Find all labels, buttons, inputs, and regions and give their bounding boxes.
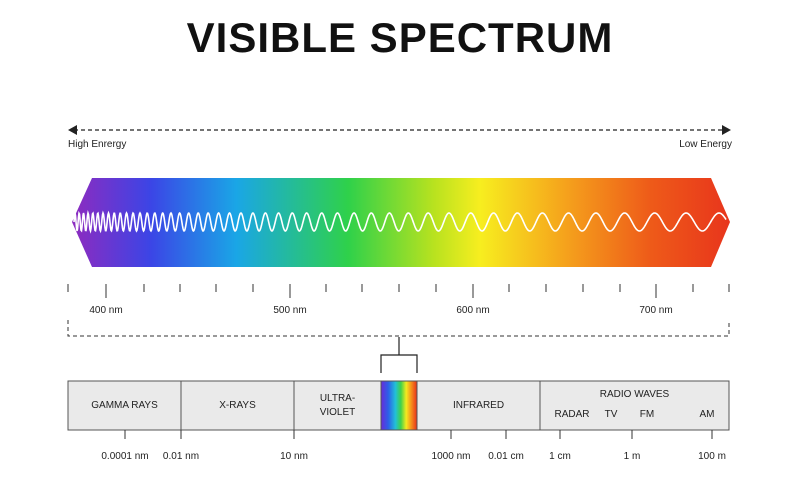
band-gamma-box bbox=[67, 380, 182, 431]
energy-arrow bbox=[68, 125, 731, 135]
band-xray-label: X-RAYS bbox=[219, 399, 256, 411]
scale-label-100m: 100 m bbox=[698, 451, 726, 462]
band-uv-box bbox=[293, 380, 382, 431]
scale-label-1cm: 1 cm bbox=[549, 451, 571, 462]
wavelength-ruler bbox=[67, 284, 730, 298]
scale-label-0.0001nm: 0.0001 nm bbox=[101, 451, 149, 462]
radio-sub-fm: FM bbox=[639, 409, 655, 420]
band-radio-box bbox=[539, 380, 730, 431]
band-infrared-label: INFRARED bbox=[452, 399, 505, 411]
scale-label-0.01cm: 0.01 cm bbox=[488, 451, 524, 462]
low-energy-label: Low Energy bbox=[679, 139, 732, 150]
scale-ticks bbox=[124, 430, 713, 439]
radio-sub-am: AM bbox=[699, 409, 715, 420]
band-uv-label: ULTRA- VIOLET bbox=[319, 392, 356, 418]
scale-label-1m: 1 m bbox=[623, 451, 641, 462]
nm-label-500: 500 nm bbox=[273, 305, 307, 316]
wave-icon bbox=[73, 209, 727, 234]
visible-range-bracket bbox=[67, 320, 730, 337]
band-visible-box bbox=[380, 380, 418, 431]
band-radio-label: RADIO WAVES bbox=[599, 389, 670, 400]
high-energy-label: High Enrergy bbox=[68, 139, 127, 150]
scale-label-1000nm: 1000 nm bbox=[431, 451, 471, 462]
scale-label-0.01nm: 0.01 nm bbox=[162, 451, 200, 462]
radio-sub-tv: TV bbox=[604, 409, 618, 420]
band-infrared-box bbox=[416, 380, 541, 431]
nm-label-600: 600 nm bbox=[456, 305, 490, 316]
page-title: VISIBLE SPECTRUM bbox=[186, 14, 614, 61]
nm-label-700: 700 nm bbox=[639, 305, 673, 316]
radio-sub-radar: RADAR bbox=[554, 409, 590, 420]
nm-label-400: 400 nm bbox=[89, 305, 123, 316]
band-gamma-label: GAMMA RAYS bbox=[91, 399, 158, 411]
scale-label-10nm: 10 nm bbox=[280, 451, 308, 462]
visible-connector bbox=[380, 337, 418, 373]
spectrum-band bbox=[72, 178, 730, 267]
